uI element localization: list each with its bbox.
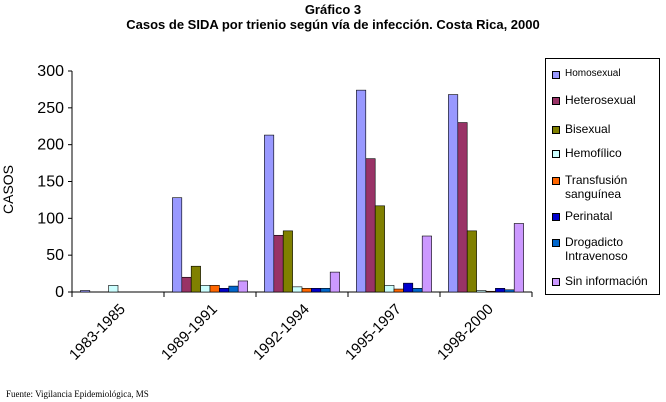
legend-label: Sin información: [565, 274, 648, 288]
x-tick-label: 1992-1994: [250, 301, 313, 364]
legend-swatch: [552, 150, 560, 158]
bar-homosexual: [448, 94, 459, 293]
bar-sin-información: [513, 223, 524, 293]
legend-label: Homosexual: [565, 68, 621, 79]
legend-label: Heterosexual: [565, 93, 636, 107]
bar-hemofílico: [384, 285, 395, 293]
y-tick-label: 0: [55, 284, 64, 301]
bar-drogadicto-intravenoso: [320, 288, 331, 293]
legend-label: Bisexual: [565, 122, 611, 136]
bar-heterosexual: [365, 158, 376, 293]
bar-sin-información: [421, 235, 432, 293]
bar-transfusión-sanguínea: [393, 288, 404, 293]
y-tick-label: 300: [37, 63, 64, 80]
legend-label: Perinatal: [565, 209, 613, 223]
y-tick-label: 250: [37, 100, 64, 117]
legend-item: Homosexual: [552, 67, 661, 81]
legend-swatch: [552, 278, 560, 286]
bar-hemofílico: [292, 286, 303, 293]
bar-drogadicto-intravenoso: [228, 285, 239, 293]
x-tick-label: 1989-1991: [158, 301, 221, 364]
y-axis-label: CASOS: [0, 165, 16, 214]
bar-homosexual: [264, 134, 275, 293]
legend-swatch: [552, 239, 560, 247]
bar-bisexual: [190, 265, 201, 293]
bar-hemofílico: [108, 285, 119, 293]
bar-bisexual: [282, 230, 293, 293]
source-note: Fuente: Vigilancia Epidemiológica, MS: [6, 389, 149, 399]
legend-swatch: [552, 71, 560, 79]
x-tick-label: 1983-1985: [66, 301, 129, 364]
bar-drogadicto-intravenoso: [504, 289, 515, 293]
bar-sin-información: [237, 280, 248, 293]
bar-homosexual: [172, 197, 183, 293]
bar-transfusión-sanguínea: [209, 285, 220, 293]
bar-hemofílico: [200, 285, 211, 293]
chart-title: Gráfico 3: [304, 2, 362, 17]
bar-sin-información: [329, 271, 340, 293]
bar-transfusión-sanguínea: [301, 288, 312, 293]
bar-homosexual: [80, 290, 91, 293]
legend-label: Transfusión sanguínea: [565, 173, 628, 201]
bar-transfusión-sanguínea: [485, 290, 496, 293]
y-tick-label: 100: [37, 210, 64, 227]
legend-swatch: [552, 97, 560, 105]
legend-item: Drogadicto Intravenoso: [552, 235, 661, 263]
bar-perinatal: [219, 288, 230, 293]
legend-item: Hemofílico: [552, 146, 661, 160]
y-tick-label: 50: [46, 247, 64, 264]
y-tick-label: 150: [37, 174, 64, 191]
bar-perinatal: [403, 282, 414, 293]
chart-subtitle: Casos de SIDA por trienio según vía de i…: [126, 17, 540, 32]
legend-label: Drogadicto Intravenoso: [565, 235, 628, 263]
bar-bisexual: [466, 230, 477, 293]
legend-item: Transfusión sanguínea: [552, 173, 661, 201]
bar-heterosexual: [181, 276, 192, 293]
legend-item: Bisexual: [552, 122, 661, 136]
legend-swatch: [552, 177, 560, 185]
bar-heterosexual: [457, 122, 468, 293]
x-tick-label: 1998-2000: [434, 301, 497, 364]
bar-heterosexual: [273, 234, 284, 293]
legend-item: Perinatal: [552, 209, 661, 223]
bar-perinatal: [495, 288, 506, 293]
chart-legend: Homosexual Heterosexual Bisexual Hemofílico…: [545, 58, 660, 295]
bar-perinatal: [311, 288, 322, 293]
legend-swatch: [552, 126, 560, 134]
bar-hemofílico: [476, 290, 487, 293]
x-tick-label: 1995-1997: [342, 301, 405, 364]
legend-item: Sin información: [552, 274, 661, 288]
bar-drogadicto-intravenoso: [412, 288, 423, 293]
bar-bisexual: [374, 205, 385, 293]
bar-homosexual: [356, 89, 367, 293]
y-tick-label: 200: [37, 137, 64, 154]
legend-item: Heterosexual: [552, 93, 661, 107]
legend-label: Hemofílico: [565, 146, 622, 160]
legend-swatch: [552, 213, 560, 221]
